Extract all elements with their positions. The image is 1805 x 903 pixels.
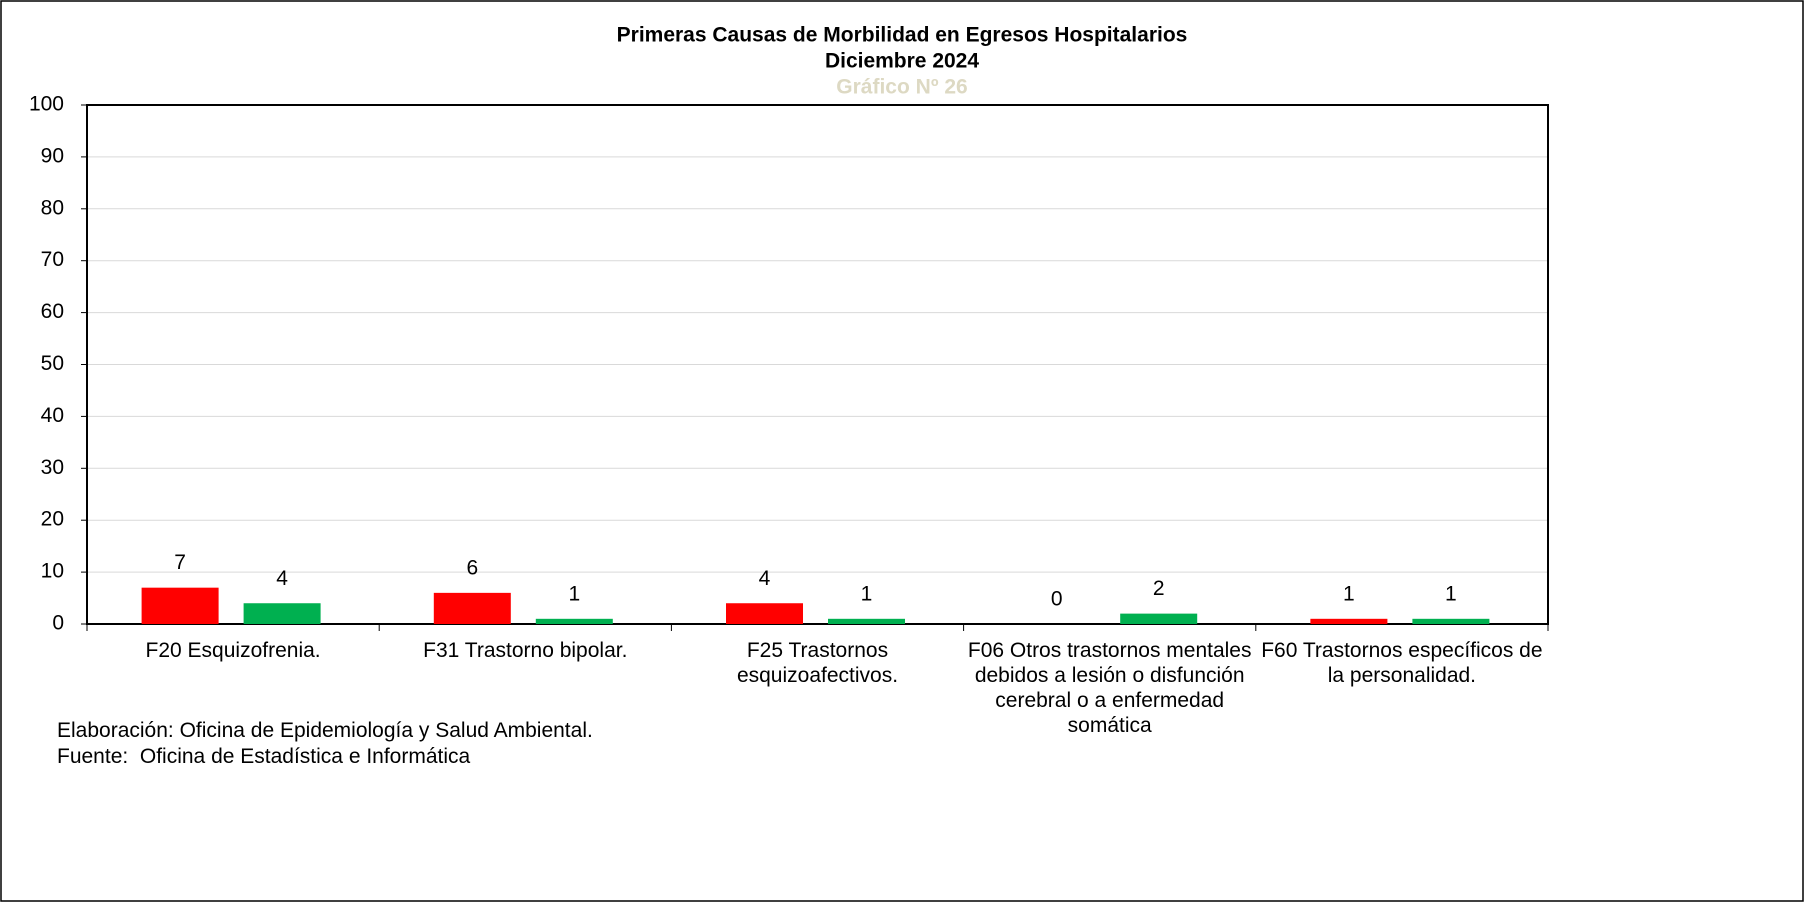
data-label: 6 — [466, 556, 478, 579]
x-tick-label: F06 Otros trastornos mentales debidos a … — [967, 639, 1252, 737]
y-tick-label: 60 — [41, 300, 64, 323]
footer-note: Elaboración: Oficina de Epidemiología y … — [57, 719, 593, 742]
x-tick-label: F60 Trastornos específicos de la persona… — [1261, 639, 1543, 687]
footer-note: Fuente: Oficina de Estadística e Informá… — [57, 745, 471, 768]
data-label: 1 — [1343, 582, 1355, 605]
plot-area — [86, 104, 1549, 625]
chart-subtitle: Diciembre 2024 — [825, 50, 979, 73]
chart-title: Primeras Causas de Morbilidad en Egresos… — [617, 24, 1188, 47]
data-label: 1 — [861, 582, 873, 605]
data-label: 0 — [1051, 588, 1063, 611]
bar — [433, 592, 511, 624]
y-tick-label: 50 — [41, 352, 64, 375]
y-tick-label: 10 — [41, 560, 64, 583]
data-label: 2 — [1153, 577, 1165, 600]
data-label: 4 — [759, 567, 771, 590]
bar — [828, 618, 905, 624]
data-label: 4 — [276, 567, 288, 590]
x-tick-label: F20 Esquizofrenia. — [145, 639, 321, 662]
bar — [243, 603, 321, 624]
chart-number: Gráfico Nº 26 — [836, 76, 967, 99]
bar — [1310, 618, 1388, 624]
bar — [726, 603, 803, 624]
y-tick-label: 30 — [41, 456, 64, 479]
data-label: 1 — [568, 582, 580, 605]
y-tick-label: 20 — [41, 508, 64, 531]
y-tick-label: 70 — [41, 248, 64, 271]
bar — [535, 618, 613, 624]
bar — [141, 587, 219, 624]
y-tick-label: 40 — [41, 404, 64, 427]
y-tick-label: 100 — [29, 93, 64, 116]
y-tick-label: 80 — [41, 196, 64, 219]
data-label: 1 — [1445, 582, 1457, 605]
data-label: 7 — [174, 551, 186, 574]
x-tick-label: F25 Trastornos esquizoafectivos. — [736, 639, 899, 687]
y-tick-label: 0 — [52, 612, 64, 635]
bar — [1412, 618, 1490, 624]
y-tick-label: 90 — [41, 144, 64, 167]
bar — [1120, 613, 1198, 624]
x-tick-label: F31 Trastorno bipolar. — [423, 639, 628, 662]
